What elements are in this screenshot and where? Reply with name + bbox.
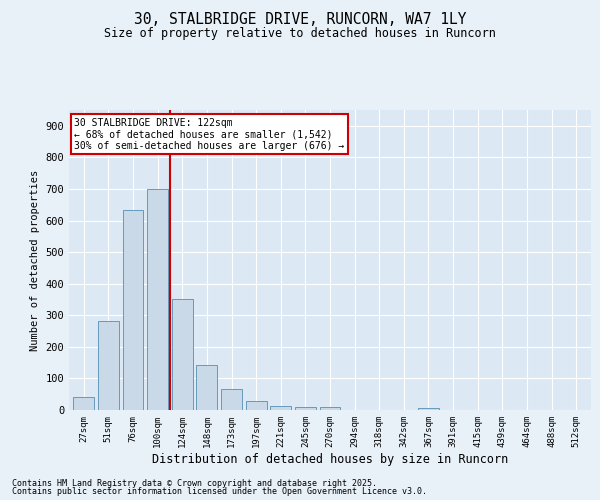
Text: 30, STALBRIDGE DRIVE, RUNCORN, WA7 1LY: 30, STALBRIDGE DRIVE, RUNCORN, WA7 1LY: [134, 12, 466, 28]
Bar: [122, 210, 143, 410]
Bar: [73, 398, 94, 410]
Text: Contains HM Land Registry data © Crown copyright and database right 2025.: Contains HM Land Registry data © Crown c…: [12, 478, 377, 488]
Bar: [418, 408, 439, 410]
Bar: [172, 300, 193, 410]
Bar: [196, 365, 217, 410]
X-axis label: Distribution of detached houses by size in Runcorn: Distribution of detached houses by size …: [152, 452, 508, 466]
Text: Size of property relative to detached houses in Runcorn: Size of property relative to detached ho…: [104, 28, 496, 40]
Bar: [221, 390, 242, 410]
Bar: [98, 320, 119, 410]
Bar: [320, 406, 340, 410]
Bar: [147, 189, 168, 410]
Bar: [245, 401, 266, 410]
Text: 30 STALBRIDGE DRIVE: 122sqm
← 68% of detached houses are smaller (1,542)
30% of : 30 STALBRIDGE DRIVE: 122sqm ← 68% of det…: [74, 118, 344, 150]
Bar: [295, 406, 316, 410]
Bar: [270, 406, 291, 410]
Text: Contains public sector information licensed under the Open Government Licence v3: Contains public sector information licen…: [12, 487, 427, 496]
Y-axis label: Number of detached properties: Number of detached properties: [30, 170, 40, 350]
